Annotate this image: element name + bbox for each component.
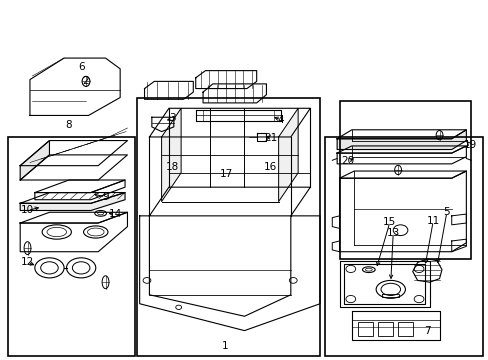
Text: 18: 18 <box>165 162 179 172</box>
Text: 11: 11 <box>426 216 439 226</box>
Text: 2: 2 <box>82 76 89 86</box>
Text: 3: 3 <box>169 113 176 123</box>
Text: 6: 6 <box>78 62 84 72</box>
Text: 15: 15 <box>383 217 396 227</box>
Text: 17: 17 <box>219 169 232 179</box>
Text: 7: 7 <box>423 326 430 336</box>
Text: 8: 8 <box>65 121 72 130</box>
Text: 19: 19 <box>463 140 476 150</box>
Text: 14: 14 <box>108 209 122 219</box>
Polygon shape <box>20 140 49 180</box>
Polygon shape <box>161 108 181 202</box>
Text: 21: 21 <box>264 133 277 143</box>
Text: 13: 13 <box>386 228 399 238</box>
Text: 5: 5 <box>443 207 449 217</box>
Bar <box>344 264 424 304</box>
Bar <box>325 137 483 356</box>
Bar <box>397 322 412 336</box>
Text: 16: 16 <box>263 162 276 172</box>
Bar <box>377 322 392 336</box>
Bar <box>357 322 372 336</box>
Polygon shape <box>278 108 298 202</box>
Text: 1: 1 <box>221 341 228 351</box>
Bar <box>8 137 135 356</box>
Text: 12: 12 <box>21 257 34 267</box>
Text: 20: 20 <box>341 156 354 166</box>
Polygon shape <box>336 130 466 149</box>
Text: 10: 10 <box>21 206 34 216</box>
Polygon shape <box>20 193 125 211</box>
Text: 4: 4 <box>277 115 284 125</box>
Bar <box>339 101 470 259</box>
Text: 9: 9 <box>102 192 109 202</box>
Bar <box>137 98 320 356</box>
